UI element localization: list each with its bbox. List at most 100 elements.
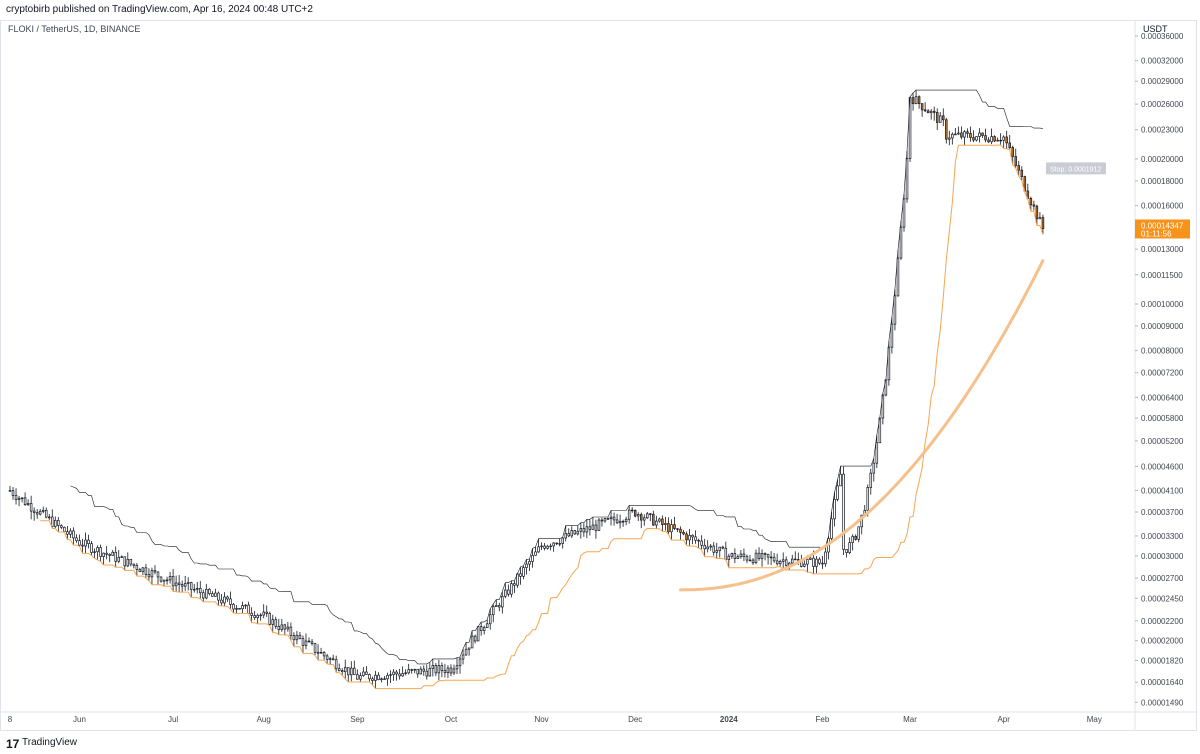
candle-body (395, 671, 398, 675)
candle-body (981, 132, 984, 136)
candle-body (739, 553, 743, 558)
candle-body (942, 115, 945, 121)
candle-body (824, 551, 827, 565)
candle-body (643, 517, 646, 521)
candle-body (289, 626, 293, 636)
candle-body (90, 543, 93, 553)
candle-body (262, 611, 265, 616)
candle-body (413, 668, 416, 671)
candle-body (14, 495, 18, 500)
candle-body (138, 569, 142, 573)
candle-body (458, 658, 462, 667)
candle-body (35, 512, 39, 515)
candle-body (633, 510, 637, 517)
candle-body (978, 132, 981, 137)
candle-body (498, 605, 501, 608)
candle-body (422, 668, 426, 672)
candle-body (208, 588, 211, 595)
candle-body (576, 530, 580, 535)
candle-body (44, 509, 48, 518)
candle-body (540, 545, 543, 548)
candle-body (32, 510, 36, 513)
candle-body (923, 109, 927, 112)
candle-body (588, 526, 592, 530)
candle-body (488, 614, 492, 625)
candle-body (636, 514, 640, 517)
candle-body (718, 546, 722, 551)
candle-body (220, 599, 223, 604)
candle-body (153, 570, 157, 573)
candle-body (69, 530, 72, 535)
candle-body (639, 514, 643, 521)
stop-level-label: Stop: 0.0001912 (1050, 166, 1101, 173)
y-tick-label: 0.00002450 (1141, 594, 1184, 603)
candle-body (29, 503, 33, 512)
x-tick-label: Aug (257, 715, 271, 724)
tradingview-footer[interactable]: 17 TradingView (0, 734, 300, 752)
candle-body (1020, 169, 1024, 177)
candle-body (235, 608, 238, 610)
candle-body (993, 136, 996, 142)
candle-body (495, 605, 498, 607)
candle-body (501, 595, 504, 608)
candle-body (794, 558, 797, 561)
candle-body (890, 323, 894, 348)
candle-body (791, 558, 794, 564)
candle-body (319, 651, 323, 654)
x-tick-label: Jun (73, 715, 86, 724)
candle-body (954, 133, 957, 136)
candle-body (217, 592, 220, 601)
candle-body (189, 582, 193, 590)
candle-body (416, 668, 419, 675)
symbol-label[interactable]: FLOKI / TetherUS, 1D, BINANCE (8, 24, 141, 34)
candle-body (337, 668, 341, 671)
candle-body (694, 536, 697, 541)
candle-body (664, 523, 667, 525)
candle-body (244, 604, 247, 607)
y-tick-label: 0.00018000 (1141, 177, 1184, 186)
x-tick-label: May (1087, 715, 1102, 724)
y-tick-label: 0.00029000 (1141, 77, 1184, 86)
candle-body (763, 553, 767, 555)
candle-body (558, 543, 561, 545)
candle-body (223, 596, 226, 604)
candle-body (603, 518, 607, 522)
candle-body (543, 545, 546, 549)
candle-body (41, 509, 45, 512)
candle-body (709, 545, 712, 548)
candle-body (171, 576, 175, 587)
candle-body (594, 524, 598, 531)
candle-body (875, 442, 879, 464)
candle-body (600, 519, 604, 522)
candle-body (948, 137, 951, 140)
candle-body (893, 295, 897, 325)
candle-body (123, 556, 127, 567)
candle-body (295, 634, 299, 641)
candle-body (676, 528, 679, 530)
candle-body (491, 606, 495, 616)
candle-body (99, 547, 102, 557)
candle-body (202, 592, 205, 599)
candle-body (591, 524, 595, 530)
candle-body (691, 534, 694, 538)
candle-body (857, 526, 860, 540)
y-tick-label: 0.00006400 (1141, 393, 1184, 402)
candle-body (331, 658, 335, 661)
x-tick-label: Feb (816, 715, 830, 724)
candle-body (129, 558, 133, 565)
candle-body (253, 615, 256, 618)
candle-body (917, 96, 921, 104)
candle-body (141, 567, 145, 573)
candle-body (1008, 142, 1011, 148)
candle-body (772, 556, 776, 562)
y-tick-label: 0.00009000 (1141, 322, 1184, 331)
candle-body (549, 545, 552, 548)
candle-body (745, 556, 749, 561)
tradingview-brand-text: TradingView (22, 737, 78, 748)
candle-body (482, 627, 486, 631)
candle-body (555, 542, 558, 545)
candle-body (304, 640, 308, 646)
candle-body (310, 641, 314, 644)
y-tick-label: 0.00002200 (1141, 617, 1184, 626)
